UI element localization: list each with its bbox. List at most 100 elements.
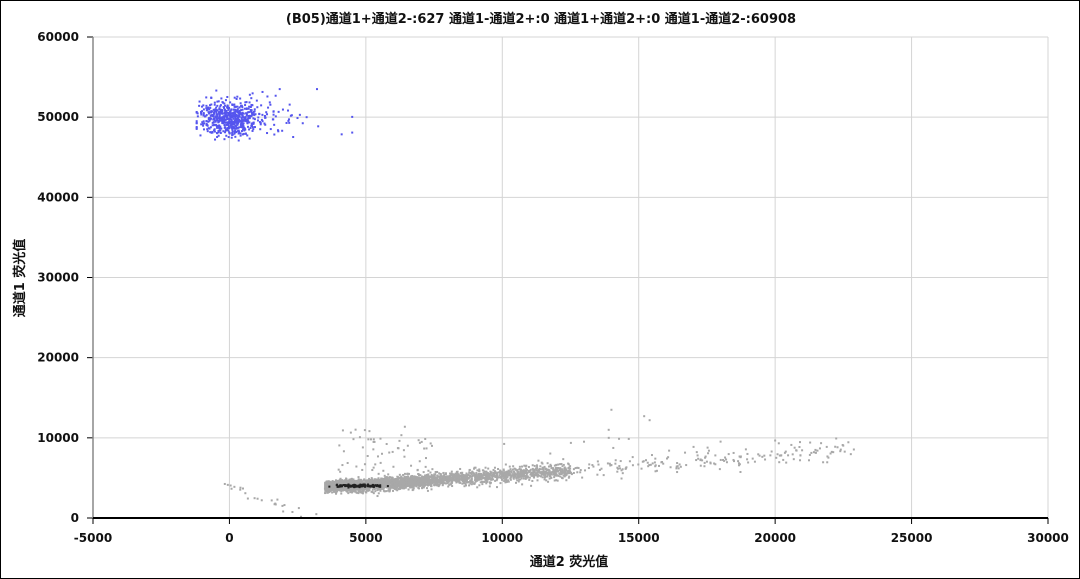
point-ch1neg-ch2neg [826, 461, 829, 464]
point-ch1pos-ch2neg [235, 131, 238, 134]
point-ch1pos-ch2neg [281, 108, 284, 111]
point-ch1neg-ch2neg [532, 468, 535, 471]
point-ch1pos-ch2neg [215, 119, 218, 122]
point-ch1pos-ch2neg [206, 128, 209, 131]
point-ch1neg-ch2neg [428, 483, 431, 486]
point-ch1neg-ch2neg [541, 476, 544, 479]
point-ch1neg-ch2neg [569, 471, 572, 474]
point-ch1neg-ch2neg [360, 479, 363, 482]
point-ch1neg-ch2neg [369, 479, 372, 482]
point-ch1pos-ch2neg [240, 109, 243, 112]
point-ch1neg-ch2neg [430, 473, 433, 476]
point-ch1neg-ch2neg [485, 472, 488, 475]
point-outlier [244, 492, 247, 495]
point-ch1pos-ch2neg [195, 120, 198, 123]
point-ch1neg-ch2neg [450, 470, 453, 473]
point-outlier [361, 468, 364, 471]
point-ch1neg-ch2neg [548, 477, 551, 480]
point-ch1pos-ch2neg [247, 107, 250, 110]
point-ch1neg-ch2neg [461, 482, 464, 485]
point-ch1neg-ch2neg [477, 474, 480, 477]
point-ch1neg-ch2neg [516, 479, 519, 482]
point-ch1pos-ch2neg [219, 108, 222, 111]
point-ch1neg-ch2neg [434, 482, 437, 485]
point-ch1neg-ch2neg [378, 488, 381, 491]
point-ch1neg-ch2neg [404, 486, 407, 489]
y-tick-label: 50000 [37, 110, 79, 124]
point-ch1neg-ch2neg [654, 457, 657, 460]
point-outlier [403, 425, 406, 428]
point-ch1neg-ch2neg [413, 476, 416, 479]
point-ch1neg-ch2neg [600, 467, 603, 470]
point-ch1neg-ch2neg [539, 468, 542, 471]
point-ch1pos-ch2neg [229, 118, 232, 121]
point-ch1pos-ch2neg [221, 112, 224, 115]
point-ch1neg-ch2neg [547, 465, 550, 468]
point-ch1neg-ch2neg [484, 470, 487, 473]
point-ch1neg-ch2neg [564, 469, 567, 472]
point-ch1neg-ch2neg [536, 475, 539, 478]
point-ch1neg-ch2neg [345, 483, 348, 486]
point-ch1neg-ch2neg [411, 474, 414, 477]
point-ch1neg-ch2neg [487, 473, 490, 476]
point-ch1neg-ch2neg [359, 481, 362, 484]
point-ch1neg-ch2neg [456, 470, 459, 473]
point-ch1pos-ch2neg [236, 114, 239, 117]
point-ch1neg-ch2neg [470, 471, 473, 474]
point-ch1neg-ch2neg [459, 474, 462, 477]
point-ch1neg-ch2neg [707, 449, 710, 452]
point-outlier [226, 483, 229, 486]
y-axis-label: 通道1 荧光值 [12, 239, 28, 318]
point-ch1neg-ch2neg [737, 460, 740, 463]
point-ch1pos-ch2neg [215, 115, 218, 118]
point-ch1pos-ch2neg [241, 111, 244, 114]
point-ch1neg-ch2neg [480, 475, 483, 478]
point-ch1pos-ch2neg [245, 113, 248, 116]
point-ch1pos-ch2neg [240, 123, 243, 126]
point-outlier [380, 452, 383, 455]
point-ch1pos-ch2neg [219, 105, 222, 108]
point-ch1neg-ch2neg [329, 490, 332, 493]
point-ch1pos-ch2neg [232, 117, 235, 120]
point-ch1neg-ch2neg [478, 472, 481, 475]
point-ch1neg-ch2neg [412, 485, 415, 488]
point-ch1neg-ch2neg [764, 458, 767, 461]
point-ch1neg-ch2neg [391, 478, 394, 481]
point-ch1pos-ch2neg [317, 125, 320, 128]
point-ch1neg-ch2neg [427, 484, 430, 487]
point-ch1neg-ch2neg [522, 469, 525, 472]
point-ch1pos-ch2neg [224, 121, 227, 124]
point-ch1pos-ch2neg [250, 103, 253, 106]
point-ch1pos-ch2neg [212, 129, 215, 132]
point-ch1neg-ch2neg [428, 478, 431, 481]
point-ch1pos-ch2neg [222, 121, 225, 124]
point-ch1neg-ch2neg [775, 456, 778, 459]
point-ch1neg-ch2neg [496, 471, 499, 474]
point-ch1neg-ch2neg [357, 487, 360, 490]
point-ch1neg-ch2neg [557, 474, 560, 477]
point-ch1pos-ch2neg [289, 114, 292, 117]
point-ch1pos-ch2neg [233, 122, 236, 125]
point-ch1pos-ch2neg [196, 115, 199, 118]
points [195, 88, 855, 518]
point-ch1neg-ch2neg [801, 449, 804, 452]
point-ch1neg-ch2neg [522, 474, 525, 477]
point-ch1neg-ch2neg [450, 480, 453, 483]
point-ch1pos-ch2neg [217, 134, 220, 137]
point-ch1neg-ch2neg [841, 444, 844, 447]
point-ch1neg-ch2neg [376, 482, 379, 485]
point-ch1neg-ch2neg [763, 454, 766, 457]
point-ch1neg-ch2neg [326, 490, 329, 493]
point-ch1neg-ch2neg [499, 469, 502, 472]
point-ch1neg-ch2neg [326, 483, 329, 486]
point-ch1neg-ch2neg [737, 464, 740, 467]
point-ch1neg-ch2neg [520, 477, 523, 480]
point-ch1neg-ch2neg [461, 479, 464, 482]
point-outlier [418, 460, 421, 463]
point-ch1pos-ch2neg [211, 121, 214, 124]
point-ch1neg-ch2neg [678, 463, 681, 466]
point-ch1pos-ch2neg [252, 117, 255, 120]
point-ch1neg-ch2neg [408, 479, 411, 482]
point-ch1pos-ch2neg [230, 124, 233, 127]
point-ch1pos-ch2neg [242, 132, 245, 135]
